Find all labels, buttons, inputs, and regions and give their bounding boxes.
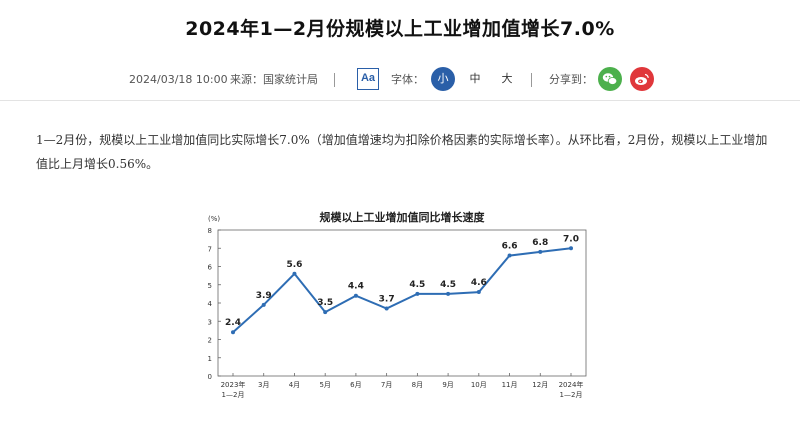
wechat-icon[interactable]: [598, 67, 622, 91]
x-tick-label: 1—2月: [560, 391, 583, 399]
data-label: 3.5: [317, 298, 333, 308]
data-point: [323, 310, 328, 315]
y-tick-label: 4: [208, 300, 213, 308]
data-label: 3.7: [379, 294, 395, 304]
x-tick-label: 8月: [412, 381, 423, 389]
data-point: [476, 290, 481, 295]
x-tick-label: 7月: [381, 381, 392, 389]
data-point: [292, 271, 297, 276]
y-tick-label: 0: [208, 373, 212, 381]
font-toggle-button[interactable]: Aa: [357, 68, 379, 90]
data-label: 4.6: [471, 278, 487, 288]
data-point: [538, 249, 543, 254]
chart-svg: 规模以上工业增加值同比增长速度 (%) 0 1 2 3 4 5 6 7 8 2023年 1—2月 3月 4月…: [208, 210, 587, 399]
y-tick-label: 2: [208, 337, 212, 345]
article-meta-bar: 2024/03/18 10:00 来源：国家统计局 Aa 字体： 小 中 大 分…: [0, 66, 800, 94]
plot-frame: [217, 229, 587, 377]
data-point: [353, 293, 358, 298]
data-label: 4.4: [348, 282, 364, 292]
x-tick-label: 5月: [319, 381, 330, 389]
x-tick-label: 11月: [502, 381, 518, 389]
data-point: [231, 330, 235, 335]
x-tick-label: 2024年: [559, 380, 584, 389]
data-label: 7.0: [563, 234, 579, 244]
weibo-icon[interactable]: [630, 67, 654, 91]
data-point: [569, 246, 573, 251]
series-line: [232, 247, 572, 333]
header-divider: [0, 100, 800, 101]
data-label: 4.5: [440, 280, 456, 290]
x-tick-label: 6月: [350, 381, 361, 389]
data-point: [261, 302, 266, 307]
x-tick-label: 9月: [442, 381, 453, 389]
x-tick-label: 4月: [289, 381, 300, 389]
article-title: 2024年1—2月份规模以上工业增加值增长7.0%: [185, 18, 615, 40]
data-label: 4.5: [409, 280, 425, 290]
x-tick-label: 3月: [258, 381, 269, 389]
x-tick-label: 12月: [532, 381, 548, 389]
data-point: [415, 291, 420, 296]
divider: [531, 73, 532, 87]
data-point: [507, 253, 512, 258]
y-tick-label: 8: [208, 227, 212, 235]
font-size-medium-button[interactable]: 中: [469, 72, 481, 85]
y-tick-label: 6: [208, 264, 213, 272]
growth-line-chart: 规模以上工业增加值同比增长速度 (%) 0 1 2 3 4 5 6 7 8 2023年 1—2月 3月 4月…: [195, 205, 605, 425]
font-size-small-button[interactable]: 小: [431, 67, 455, 91]
data-label: 6.8: [532, 238, 548, 248]
divider: [334, 73, 335, 87]
x-tick-label: 10月: [471, 381, 487, 389]
data-label: 5.6: [286, 260, 302, 270]
data-label: 3.9: [256, 291, 272, 301]
data-label: 2.4: [225, 318, 241, 328]
x-tick-label: 1—2月: [222, 391, 245, 399]
y-axis-label: (%): [208, 215, 220, 223]
y-tick-label: 5: [208, 282, 212, 290]
article-paragraph: 1—2月份，规模以上工业增加值同比实际增长7.0%（增加值增速均为扣除价格因素的…: [36, 133, 768, 171]
y-tick-label: 7: [208, 245, 212, 253]
y-tick-label: 3: [208, 318, 212, 326]
font-size-label: 字体：: [391, 73, 424, 86]
publish-date: 2024/03/18 10:00: [129, 73, 228, 86]
data-point: [384, 306, 389, 311]
y-tick-label: 1: [208, 355, 212, 363]
font-size-large-button[interactable]: 大: [501, 72, 513, 85]
share-label: 分享到：: [549, 73, 593, 86]
chart-title: 规模以上工业增加值同比增长速度: [320, 210, 486, 224]
x-tick-label: 2023年: [221, 380, 246, 389]
data-point: [446, 291, 451, 296]
data-label: 6.6: [502, 242, 518, 252]
article-source: 来源：国家统计局: [230, 73, 318, 86]
